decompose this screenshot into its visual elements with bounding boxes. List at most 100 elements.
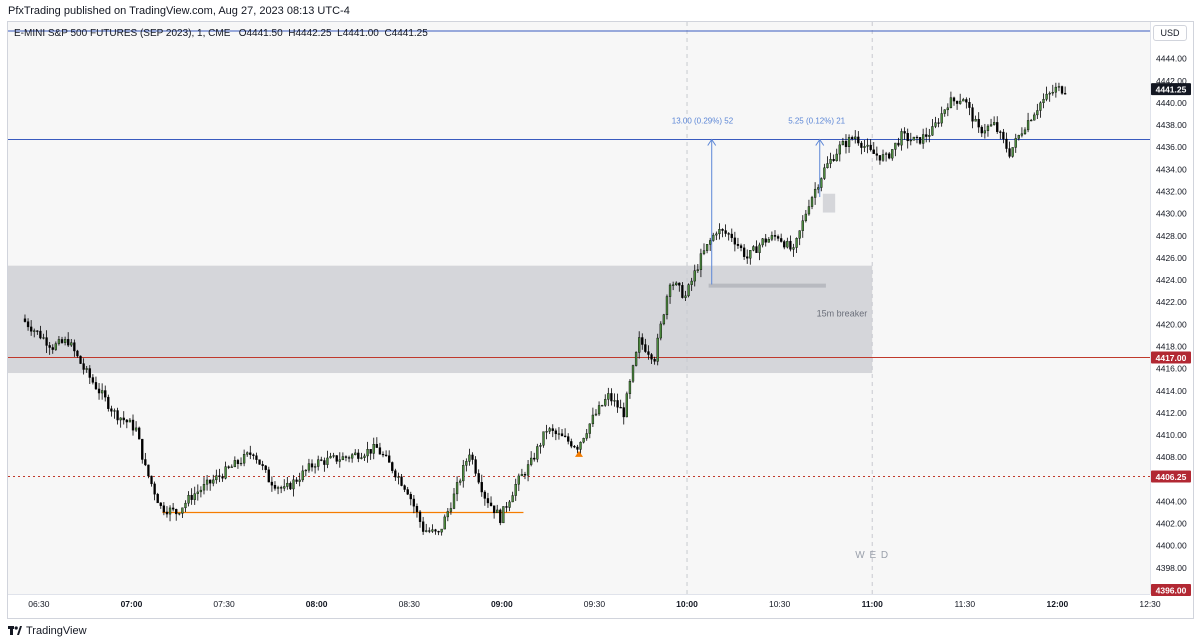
price-label-text: 4417.00 bbox=[1156, 353, 1187, 363]
candle-body bbox=[85, 368, 88, 370]
candle-body bbox=[872, 149, 875, 154]
candle-body bbox=[202, 483, 206, 491]
candle-body bbox=[548, 428, 551, 432]
candle-body bbox=[437, 531, 440, 533]
candle-body bbox=[289, 482, 292, 490]
candle-body bbox=[233, 460, 237, 468]
candle-body bbox=[594, 413, 598, 416]
candle-body bbox=[869, 144, 872, 150]
candle-body bbox=[1002, 131, 1005, 140]
time-axis[interactable] bbox=[8, 594, 1150, 617]
candle-body bbox=[878, 155, 882, 161]
candle-body bbox=[962, 99, 965, 102]
candle-body bbox=[375, 444, 378, 448]
candle-body bbox=[718, 229, 721, 235]
price-axis[interactable] bbox=[1150, 22, 1193, 594]
candle-body bbox=[570, 441, 573, 447]
candle-body bbox=[486, 498, 490, 504]
price-tick-label: 4434.00 bbox=[1156, 164, 1187, 174]
candle-body bbox=[616, 400, 619, 408]
candle-body bbox=[838, 144, 841, 155]
candle-body bbox=[42, 337, 45, 339]
currency-button[interactable]: USD bbox=[1153, 25, 1187, 41]
candle-body bbox=[492, 505, 496, 514]
candle-body bbox=[761, 238, 764, 246]
candle-body bbox=[526, 464, 530, 476]
candle-body bbox=[366, 449, 369, 457]
measure-arrow-2-head bbox=[815, 138, 825, 146]
candle-body bbox=[292, 479, 295, 490]
candle-body bbox=[863, 146, 866, 148]
candle-body bbox=[110, 408, 113, 412]
candle-body bbox=[582, 438, 585, 443]
candle-body bbox=[1014, 138, 1017, 148]
candle-body bbox=[462, 465, 465, 482]
candle-body bbox=[508, 501, 511, 508]
candle-body bbox=[196, 491, 199, 494]
candle-body bbox=[634, 352, 638, 366]
candle-body bbox=[881, 154, 885, 161]
candle-body bbox=[1051, 91, 1054, 94]
price-tick-label: 4432.00 bbox=[1156, 187, 1187, 197]
candle-body bbox=[884, 153, 888, 155]
candle-body bbox=[477, 473, 480, 483]
candle-body bbox=[702, 250, 706, 254]
candle-body bbox=[1030, 119, 1033, 122]
candle-body bbox=[832, 159, 835, 161]
candle-body bbox=[810, 197, 814, 207]
price-tick-label: 4422.00 bbox=[1156, 297, 1187, 307]
ohlc-low: L4441.00 bbox=[337, 28, 379, 39]
candle-body bbox=[959, 100, 962, 104]
footer: TradingView bbox=[0, 620, 1200, 642]
candle-body bbox=[459, 480, 462, 483]
candle-body bbox=[489, 502, 493, 506]
candle-body bbox=[446, 511, 449, 518]
candle-body bbox=[60, 339, 64, 343]
price-tick-label: 4418.00 bbox=[1156, 341, 1187, 351]
price-tick-label: 4414.00 bbox=[1156, 386, 1187, 396]
time-tick-label: 08:00 bbox=[306, 599, 328, 609]
candle-body bbox=[434, 529, 437, 532]
time-tick-label: 11:00 bbox=[862, 599, 884, 609]
candle-body bbox=[820, 178, 823, 188]
candle-body bbox=[539, 445, 542, 447]
candle-body bbox=[91, 377, 95, 383]
candle-body bbox=[829, 159, 832, 164]
candle-body bbox=[656, 337, 659, 362]
candle-body bbox=[357, 452, 360, 459]
candle-body bbox=[415, 506, 419, 513]
candle-body bbox=[909, 140, 912, 142]
price-label-text: 4396.00 bbox=[1156, 586, 1187, 596]
candle-body bbox=[54, 343, 57, 350]
candle-body bbox=[162, 505, 166, 513]
candle-body bbox=[675, 282, 678, 286]
price-label-box bbox=[1151, 351, 1191, 364]
candle-body bbox=[79, 355, 82, 364]
candle-body bbox=[131, 419, 135, 431]
symbol-name: E-MINI S&P 500 FUTURES (SEP 2023), 1, CM… bbox=[14, 28, 231, 39]
candle-body bbox=[119, 417, 122, 421]
candle-body bbox=[1042, 99, 1045, 104]
candle-body bbox=[307, 463, 311, 471]
candle-body bbox=[946, 107, 949, 111]
candle-body bbox=[983, 130, 987, 134]
candle-body bbox=[943, 109, 946, 114]
footer-brand: TradingView bbox=[26, 625, 87, 637]
candle-body bbox=[400, 476, 403, 486]
candle-body bbox=[23, 318, 27, 322]
candle-body bbox=[986, 125, 990, 131]
candle-body bbox=[39, 330, 42, 339]
candle-body bbox=[607, 393, 610, 400]
candle-body bbox=[681, 285, 684, 298]
candle-body bbox=[406, 489, 409, 495]
candle-body bbox=[1011, 147, 1014, 157]
candle-body bbox=[850, 137, 854, 139]
candle-body bbox=[974, 118, 977, 122]
price-tick-label: 4430.00 bbox=[1156, 209, 1187, 219]
candle-body bbox=[347, 457, 351, 459]
candle-body bbox=[514, 484, 517, 496]
candle-body bbox=[542, 431, 545, 446]
candle-body bbox=[97, 388, 101, 394]
price-tick-label: 4438.00 bbox=[1156, 120, 1187, 130]
candle-body bbox=[764, 238, 767, 243]
